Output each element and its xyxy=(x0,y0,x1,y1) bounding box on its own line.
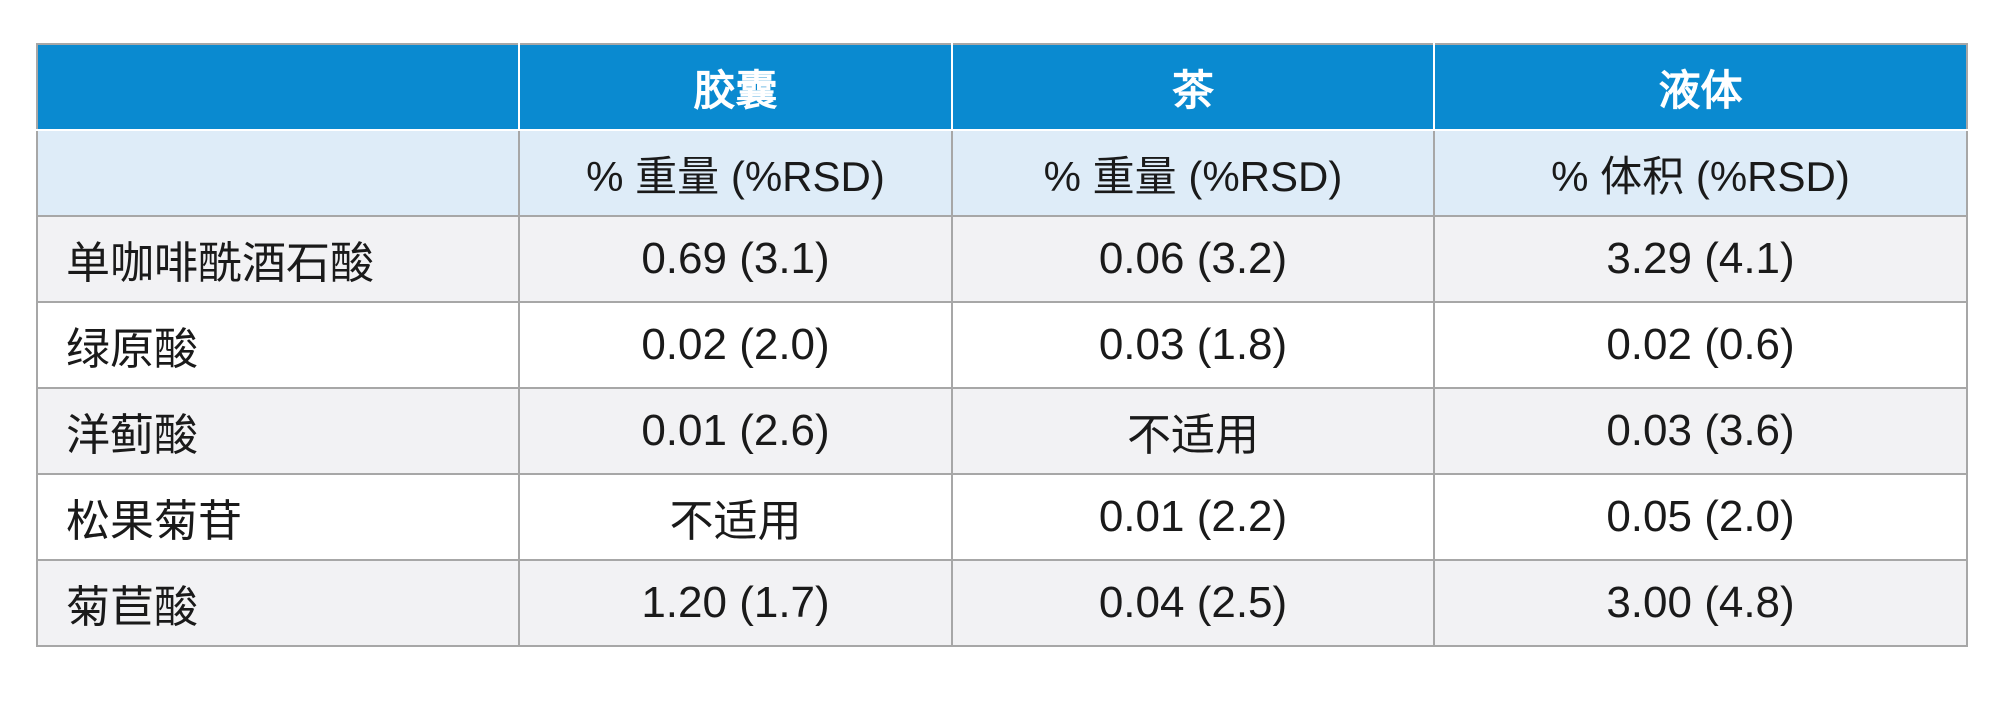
value-cell-capsule: 1.20 (1.7) xyxy=(518,559,953,647)
value-cell-liquid: 0.03 (3.6) xyxy=(1433,387,1968,475)
table-row: 松果菊苷 不适用 0.01 (2.2) 0.05 (2.0) xyxy=(36,473,1968,561)
value-cell-tea: 0.01 (2.2) xyxy=(951,473,1435,561)
value-cell-tea: 不适用 xyxy=(951,387,1435,475)
compound-label: 菊苣酸 xyxy=(36,559,520,647)
header-cell-capsule: 胶囊 xyxy=(518,43,953,131)
table-row: 菊苣酸 1.20 (1.7) 0.04 (2.5) 3.00 (4.8) xyxy=(36,559,1968,647)
value-cell-capsule: 0.01 (2.6) xyxy=(518,387,953,475)
table-row: 单咖啡酰酒石酸 0.69 (3.1) 0.06 (3.2) 3.29 (4.1) xyxy=(36,215,1968,303)
header-cell-blank xyxy=(36,43,520,131)
value-cell-liquid: 3.00 (4.8) xyxy=(1433,559,1968,647)
header-cell-liquid: 液体 xyxy=(1433,43,1968,131)
header-row: 胶囊 茶 液体 xyxy=(36,43,1968,131)
value-cell-capsule: 0.69 (3.1) xyxy=(518,215,953,303)
results-table-container: 胶囊 茶 液体 % 重量 (%RSD) % 重量 (%RSD) % 体积 (%R… xyxy=(36,43,1968,647)
header-cell-tea: 茶 xyxy=(951,43,1435,131)
unit-cell-liquid: % 体积 (%RSD) xyxy=(1433,129,1968,217)
value-cell-tea: 0.06 (3.2) xyxy=(951,215,1435,303)
value-cell-liquid: 3.29 (4.1) xyxy=(1433,215,1968,303)
value-cell-capsule: 0.02 (2.0) xyxy=(518,301,953,389)
value-cell-tea: 0.03 (1.8) xyxy=(951,301,1435,389)
compound-label: 绿原酸 xyxy=(36,301,520,389)
value-cell-tea: 0.04 (2.5) xyxy=(951,559,1435,647)
compound-label: 松果菊苷 xyxy=(36,473,520,561)
results-table: 胶囊 茶 液体 % 重量 (%RSD) % 重量 (%RSD) % 体积 (%R… xyxy=(36,43,1968,647)
compound-label: 单咖啡酰酒石酸 xyxy=(36,215,520,303)
unit-cell-blank xyxy=(36,129,520,217)
value-cell-capsule: 不适用 xyxy=(518,473,953,561)
table-row: 洋蓟酸 0.01 (2.6) 不适用 0.03 (3.6) xyxy=(36,387,1968,475)
unit-row: % 重量 (%RSD) % 重量 (%RSD) % 体积 (%RSD) xyxy=(36,129,1968,217)
compound-label: 洋蓟酸 xyxy=(36,387,520,475)
table-row: 绿原酸 0.02 (2.0) 0.03 (1.8) 0.02 (0.6) xyxy=(36,301,1968,389)
value-cell-liquid: 0.02 (0.6) xyxy=(1433,301,1968,389)
unit-cell-capsule: % 重量 (%RSD) xyxy=(518,129,953,217)
unit-cell-tea: % 重量 (%RSD) xyxy=(951,129,1435,217)
value-cell-liquid: 0.05 (2.0) xyxy=(1433,473,1968,561)
